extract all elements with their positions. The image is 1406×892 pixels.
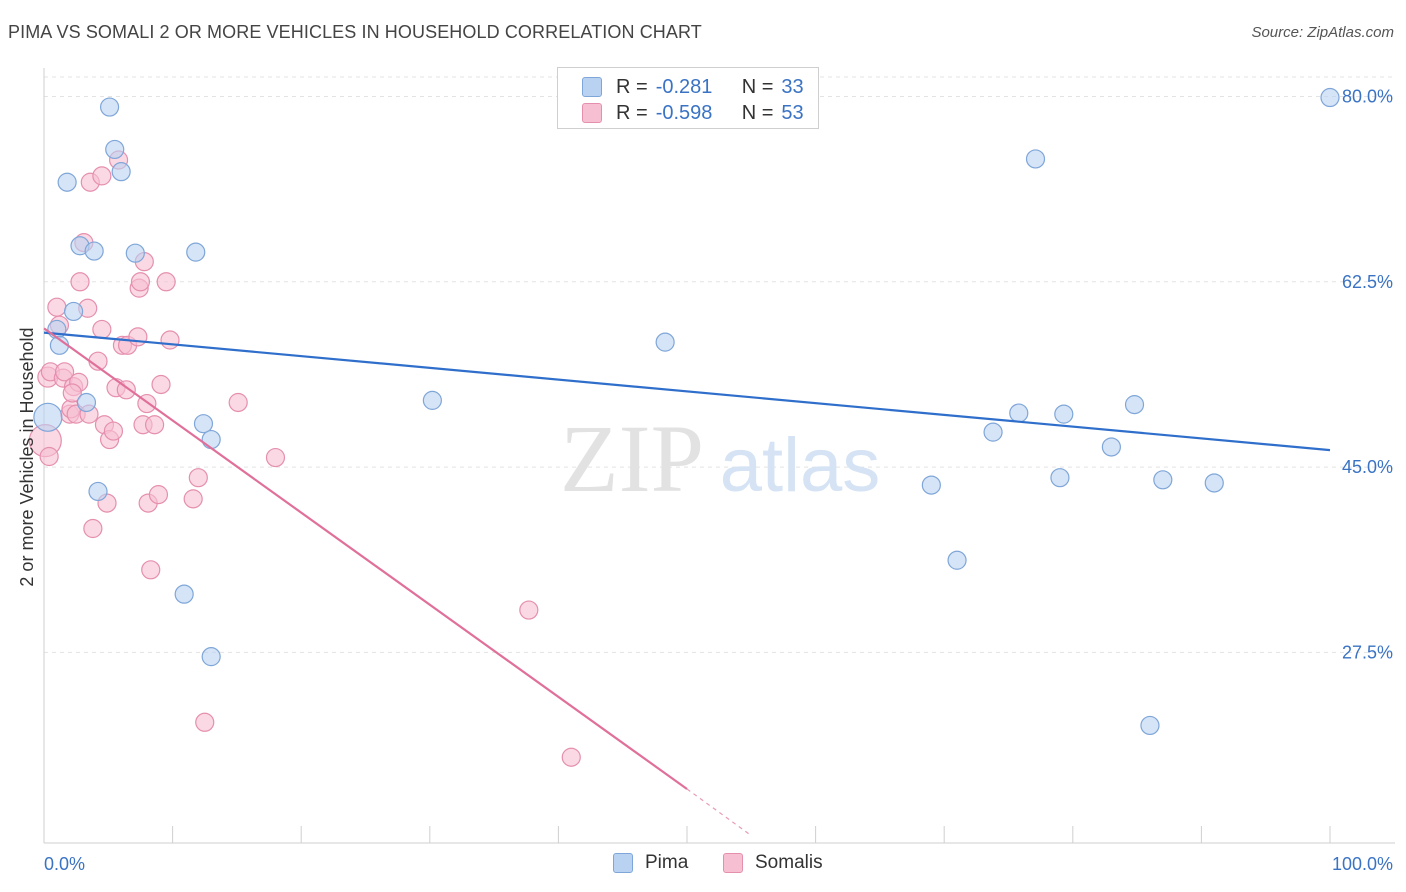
- point-somalis: [156, 272, 176, 292]
- watermark-zip: ZIP: [560, 405, 704, 512]
- series-legend-label: Pima: [645, 852, 689, 873]
- point-somalis: [148, 485, 169, 505]
- point-somalis: [519, 600, 539, 620]
- point-pima: [57, 172, 77, 192]
- trendline-somalis: [43, 327, 688, 790]
- legend-n-value: 33: [781, 75, 804, 98]
- point-somalis: [265, 447, 286, 468]
- point-pima: [186, 242, 206, 262]
- point-pima: [111, 162, 131, 182]
- series-legend-somalis[interactable]: Somalis: [723, 852, 823, 874]
- legend-n-value: 53: [781, 101, 804, 124]
- point-pima: [99, 97, 120, 117]
- point-somalis: [92, 319, 112, 340]
- source-credit: Source: ZipAtlas.com: [1251, 24, 1394, 41]
- point-pima: [1025, 149, 1046, 169]
- point-pima: [174, 584, 194, 604]
- point-pima: [193, 414, 214, 434]
- legend-r-value: -0.281: [655, 75, 713, 98]
- series-swatch-somalis: [723, 853, 743, 873]
- legend-swatch-pima: [582, 77, 602, 97]
- point-pima: [47, 319, 67, 340]
- point-pima: [76, 392, 97, 413]
- gridlines: [44, 76, 1395, 653]
- axes: [43, 68, 1395, 844]
- series-legend-label: Somalis: [755, 852, 823, 873]
- legend-r-label: R =: [616, 75, 648, 98]
- point-pima: [201, 647, 221, 667]
- legend-row-pima: R = -0.281 N = 33: [582, 75, 804, 99]
- legend-n-label: N =: [741, 101, 774, 124]
- point-somalis: [151, 374, 171, 395]
- x-tick-label: 100.0%: [1332, 854, 1393, 874]
- legend-swatch-somalis: [582, 103, 602, 123]
- point-somalis: [188, 468, 208, 488]
- watermark-atlas: atlas: [720, 423, 881, 508]
- point-pima: [84, 241, 104, 261]
- trendline-extension-somalis: [686, 788, 752, 837]
- series-legend-pima[interactable]: Pima: [613, 852, 688, 874]
- point-somalis: [83, 518, 103, 539]
- point-somalis: [144, 415, 165, 435]
- point-somalis: [141, 560, 161, 580]
- point-somalis: [228, 392, 248, 413]
- series-swatch-pima: [613, 853, 633, 873]
- point-pima: [422, 390, 442, 410]
- point-pima: [1140, 715, 1160, 736]
- point-somalis: [160, 330, 180, 350]
- chart-title: PIMA VS SOMALI 2 OR MORE VEHICLES IN HOU…: [8, 22, 702, 42]
- y-tick-label: 27.5%: [1342, 642, 1393, 662]
- point-somalis: [92, 166, 112, 186]
- point-pima: [1124, 395, 1145, 415]
- stats-legend: R = -0.281 N = 33 R = -0.598 N = 53: [557, 67, 819, 129]
- trendline-pima: [43, 331, 1331, 452]
- trendlines: [43, 327, 1331, 837]
- point-pima: [1009, 403, 1029, 423]
- y-tick-label: 45.0%: [1342, 457, 1393, 477]
- point-somalis: [70, 272, 90, 292]
- point-pima: [88, 481, 108, 502]
- legend-r-value: -0.598: [655, 101, 713, 124]
- y-axis-title: 2 or more Vehicles in Household: [17, 327, 37, 586]
- point-pima: [125, 243, 145, 263]
- series-legend: Pima Somalis: [0, 850, 1406, 878]
- point-somalis: [183, 489, 203, 509]
- point-pima: [921, 475, 941, 495]
- legend-r-label: R =: [616, 101, 648, 124]
- point-pima: [33, 402, 63, 432]
- point-pima: [201, 429, 221, 450]
- point-pima: [1153, 470, 1173, 490]
- point-pima: [1320, 87, 1340, 108]
- point-somalis: [130, 272, 151, 292]
- point-somalis: [47, 297, 67, 317]
- point-somalis: [128, 327, 148, 347]
- point-pima: [1050, 468, 1070, 488]
- tick-labels: 27.5% 45.0% 62.5% 80.0% 0.0% 100.0% 2 or more …: [17, 86, 1393, 874]
- point-somalis: [195, 712, 215, 732]
- point-somalis: [39, 446, 59, 467]
- point-pima: [947, 550, 967, 570]
- legend-n-label: N =: [741, 75, 774, 98]
- point-somalis: [62, 383, 82, 403]
- point-pima: [1204, 473, 1224, 493]
- point-pima: [655, 332, 675, 352]
- point-pima: [63, 301, 84, 322]
- point-somalis: [561, 747, 581, 767]
- point-pima: [1054, 404, 1074, 424]
- point-somalis: [54, 362, 75, 382]
- watermark: ZIP atlas: [560, 405, 880, 512]
- point-pima: [983, 422, 1003, 442]
- point-pima: [105, 139, 125, 160]
- legend-row-somalis: R = -0.598 N = 53: [582, 101, 804, 125]
- y-tick-label: 80.0%: [1342, 86, 1393, 106]
- y-tick-label: 62.5%: [1342, 272, 1393, 292]
- point-pima: [1101, 437, 1121, 457]
- point-somalis: [103, 421, 124, 441]
- x-tick-label: 0.0%: [44, 854, 85, 874]
